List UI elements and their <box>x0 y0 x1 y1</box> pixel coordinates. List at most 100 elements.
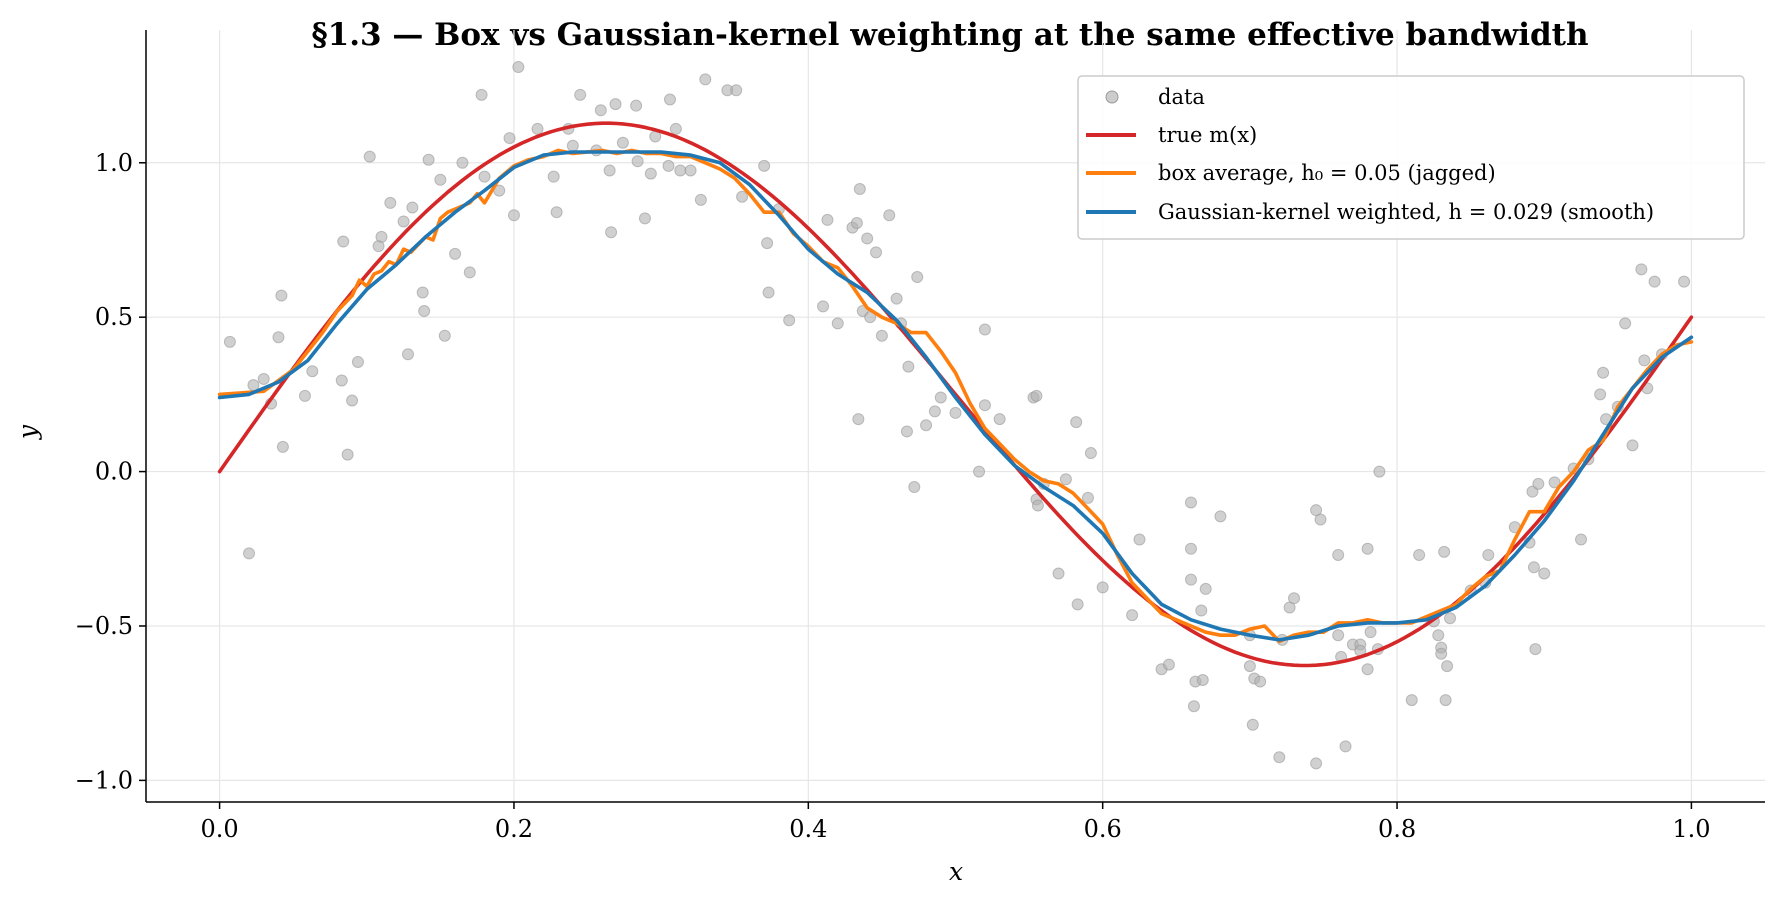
data-point <box>609 98 622 111</box>
data-point <box>566 139 579 152</box>
data-point <box>1314 513 1327 526</box>
data-point <box>275 289 288 302</box>
data-point <box>1070 416 1083 429</box>
y-tick-label: −0.5 <box>75 612 133 640</box>
data-point <box>1243 660 1256 673</box>
data-point <box>934 391 947 404</box>
x-tick-label: 0.8 <box>1378 815 1416 843</box>
data-point <box>1059 473 1072 486</box>
data-point <box>852 413 865 426</box>
data-point <box>1405 694 1418 707</box>
data-point <box>1678 275 1691 288</box>
data-point <box>762 286 775 299</box>
data-point <box>669 122 682 135</box>
data-point <box>456 156 469 169</box>
data-point <box>1432 629 1445 642</box>
data-point <box>1184 573 1197 586</box>
legend-label-box: box average, h₀ = 0.05 (jagged) <box>1158 161 1496 185</box>
data-point <box>1626 439 1639 452</box>
data-point <box>603 164 616 177</box>
data-point <box>1246 718 1259 731</box>
data-point <box>1413 548 1426 561</box>
data-point <box>949 406 962 419</box>
data-point <box>434 173 447 186</box>
data-point <box>920 419 933 432</box>
data-point <box>1548 476 1561 489</box>
data-point <box>1214 510 1227 523</box>
x-tick-label: 0.6 <box>1084 815 1122 843</box>
data-point <box>418 305 431 318</box>
data-point <box>644 167 657 180</box>
data-point <box>1081 491 1094 504</box>
data-point <box>1638 354 1651 367</box>
data-point <box>1162 658 1175 671</box>
data-point <box>783 314 796 327</box>
data-point <box>911 271 924 284</box>
data-point <box>406 201 419 214</box>
data-point <box>1184 496 1197 509</box>
data-point <box>890 292 903 305</box>
data-point <box>978 323 991 336</box>
gaussian-kernel-line <box>217 150 1694 642</box>
data-point <box>384 196 397 209</box>
x-axis-label: x <box>949 857 963 886</box>
data-point <box>512 61 525 74</box>
data-point <box>1532 477 1545 490</box>
data-point <box>699 73 712 86</box>
data-point <box>272 331 285 344</box>
data-point <box>663 93 676 106</box>
legend-label-gauss: Gaussian-kernel weighted, h = 0.029 (smo… <box>1158 200 1654 224</box>
legend-box <box>1077 75 1745 240</box>
data-point <box>908 481 921 494</box>
data-point <box>928 405 941 418</box>
data-point <box>684 164 697 177</box>
data-point <box>341 448 354 461</box>
data-point <box>1529 643 1542 656</box>
data-point <box>736 190 749 203</box>
data-point <box>463 266 476 279</box>
data-point <box>850 217 863 229</box>
data-point <box>257 372 270 385</box>
data-point <box>1096 581 1109 594</box>
data-point <box>478 170 491 183</box>
data-point <box>1052 567 1065 580</box>
data-point <box>1310 757 1323 770</box>
legend-label-true: true m(x) <box>1158 123 1257 147</box>
data-point <box>337 235 350 248</box>
y-tick-label: 1.0 <box>95 149 133 177</box>
data-point <box>875 329 888 342</box>
data-point <box>547 170 560 183</box>
data-point <box>1527 561 1540 574</box>
data-point <box>276 440 289 453</box>
data-point <box>616 136 629 149</box>
data-point <box>1199 582 1212 595</box>
data-point <box>531 122 544 135</box>
data-point <box>1361 663 1374 676</box>
data-point <box>298 389 311 402</box>
data-point <box>638 212 651 225</box>
data-point <box>821 213 834 226</box>
data-point <box>375 230 388 243</box>
data-point <box>449 247 462 260</box>
data-point <box>1482 548 1495 561</box>
y-tick-label: −1.0 <box>75 766 133 794</box>
data-point <box>1438 545 1451 558</box>
data-point <box>223 335 236 348</box>
data-point <box>346 394 359 407</box>
data-point <box>594 104 607 117</box>
data-point <box>883 209 896 222</box>
data-point <box>1594 388 1607 401</box>
data-point <box>416 286 429 299</box>
data-point <box>817 300 830 313</box>
data-point <box>438 329 451 342</box>
data-point <box>306 365 319 378</box>
data-point <box>1030 389 1043 402</box>
data-point <box>662 159 675 172</box>
data-point <box>1597 366 1610 379</box>
data-point <box>1196 674 1209 687</box>
data-point <box>1439 694 1452 707</box>
data-point <box>1133 533 1146 546</box>
data-point <box>1184 542 1197 555</box>
data-point <box>1288 592 1301 605</box>
